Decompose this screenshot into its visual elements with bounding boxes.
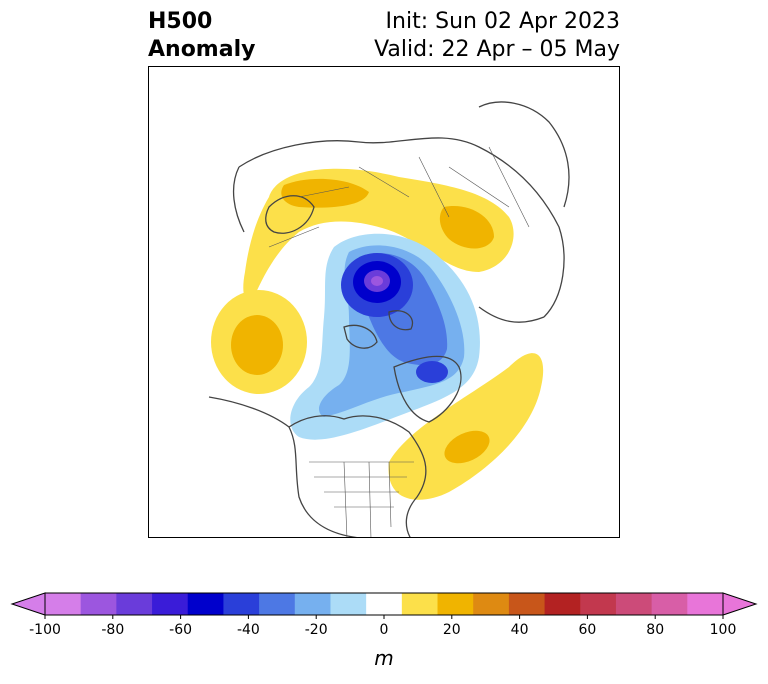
coastline-scandinavia	[265, 195, 315, 234]
anomaly-map	[208, 101, 570, 537]
colorbar-unit-label: m	[374, 646, 394, 670]
colorbar-segment	[580, 593, 617, 615]
colorbar-segment	[437, 593, 474, 615]
borders-eurasia	[268, 146, 530, 248]
coastline-arctic-islands	[343, 310, 414, 349]
colorbar-segment	[80, 593, 117, 615]
colorbar-segment	[45, 593, 82, 615]
coastline-greenland	[393, 355, 462, 423]
colorbar-tick-label: 20	[443, 622, 461, 638]
colorbar-segment	[615, 593, 653, 615]
negative-core-hudson	[416, 361, 448, 383]
positive-core-europe	[281, 178, 369, 208]
anomaly-fill-layer	[211, 168, 544, 500]
border-layer	[268, 146, 530, 537]
colorbar-tick-label: 80	[646, 622, 664, 638]
coastline-north-america	[208, 396, 427, 537]
colorbar-tick-label: 60	[578, 622, 596, 638]
positive-anomaly-atlantic	[388, 353, 544, 500]
map-panel	[148, 66, 620, 538]
colorbar-over-arrow	[722, 592, 758, 616]
positive-core-russia	[439, 206, 494, 249]
coastline-layer	[208, 101, 570, 537]
coastline-eurasia	[232, 137, 565, 323]
colorbar-tick-label: 40	[511, 622, 529, 638]
colorbar-segment	[401, 593, 439, 615]
colorbar-segment	[687, 593, 724, 615]
colorbar-segment	[651, 593, 688, 615]
colorbar: -100 -80 -60 -40 -20 0 20 40 60 80 100	[10, 590, 758, 638]
colorbar-segment	[544, 593, 581, 615]
init-date: Init: Sun 02 Apr 2023	[385, 9, 620, 34]
colorbar-segment	[152, 593, 189, 615]
colorbar-tick-label: 100	[710, 622, 737, 638]
colorbar-segment	[223, 593, 260, 615]
colorbar-segment	[187, 593, 224, 615]
colorbar-segment	[473, 593, 510, 615]
colorbar-segment	[116, 593, 153, 615]
colorbar-tick-label: -40	[237, 622, 260, 638]
colorbar-segment	[330, 593, 367, 615]
positive-core-gulf-alaska	[231, 315, 283, 375]
positive-core-atlantic	[444, 430, 490, 464]
colorbar-segment	[259, 593, 296, 615]
colorbar-tick-label: -20	[305, 622, 328, 638]
colorbar-tick-label: -60	[169, 622, 192, 638]
colorbar-segment	[508, 593, 546, 615]
title-line-2: Anomaly	[148, 37, 256, 62]
colorbar-segment	[366, 593, 403, 615]
colorbar-segment	[294, 593, 331, 615]
borders-north-america	[309, 461, 414, 537]
coastline-east-asia	[478, 101, 570, 208]
colorbar-tick-label: -100	[29, 622, 61, 638]
map-title: H500 Anomaly	[148, 8, 255, 64]
negative-core-peak	[371, 276, 383, 286]
colorbar-tick-label: 0	[380, 622, 389, 638]
colorbar-under-arrow	[10, 592, 46, 616]
date-info: Init: Sun 02 Apr 2023 Valid: 22 Apr – 05…	[374, 8, 620, 64]
title-line-1: H500	[148, 9, 213, 34]
valid-dates: Valid: 22 Apr – 05 May	[374, 37, 620, 62]
colorbar-graphic: -100 -80 -60 -40 -20 0 20 40 60 80 100	[10, 592, 758, 638]
colorbar-tick-label: -80	[101, 622, 124, 638]
